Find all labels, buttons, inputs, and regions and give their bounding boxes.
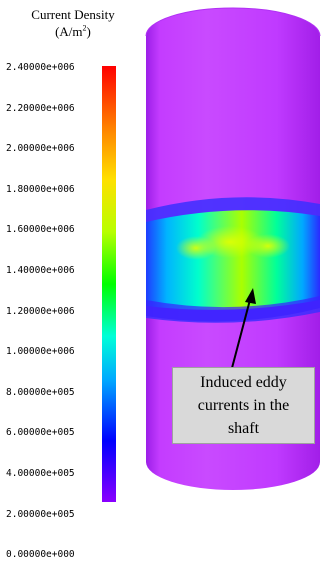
color-scale-tick-label: 2.00000e+005: [6, 508, 75, 520]
color-scale-tick-label: 2.20000e+006: [6, 102, 75, 114]
legend-title-text: Current Density: [31, 7, 115, 22]
annotation-line: shaft: [227, 420, 260, 437]
legend-unit-sup: 2: [82, 23, 87, 33]
color-scale-tick-label: 2.00000e+006: [6, 143, 75, 155]
eddy-hotspot: [246, 234, 290, 258]
color-scale-tick-label: 1.20000e+006: [6, 305, 75, 317]
legend-unit-close: ): [86, 24, 91, 39]
annotation-line: currents in the: [197, 397, 290, 414]
color-scale-tick-label: 6.00000e+005: [6, 427, 75, 439]
color-scale-tick-label: 4.00000e+005: [6, 468, 75, 479]
eddy-current-band: [146, 210, 320, 310]
color-scale-tick-label: 0.00000e+000: [6, 549, 75, 561]
eddy-band-lower-edge: [146, 296, 320, 322]
color-scale-tick-label: 2.40000e+006: [6, 62, 75, 73]
annotation-line: Induced eddy: [200, 374, 287, 391]
color-scale-tick-label: 1.60000e+006: [6, 224, 75, 236]
arrow-head: [245, 288, 256, 304]
legend-title: Current Density (A/m2): [0, 6, 146, 40]
color-scale-tick-label: 8.00000e+005: [6, 386, 75, 398]
color-scale-tick-label: 1.40000e+006: [6, 265, 75, 276]
annotation-arrow: [231, 295, 252, 369]
legend-unit-text: (A/m: [55, 24, 83, 39]
color-scale-tick-label: 1.00000e+006: [6, 346, 75, 358]
annotation-box: Induced eddy currents in the shaft: [172, 367, 315, 444]
legend-unit: (A/m2): [0, 23, 146, 40]
eddy-hotspot: [176, 236, 216, 260]
shaft-top-edge: [145, 7, 321, 37]
color-scale-bar: [102, 66, 116, 502]
color-scale-tick-label: 1.80000e+006: [6, 183, 75, 195]
